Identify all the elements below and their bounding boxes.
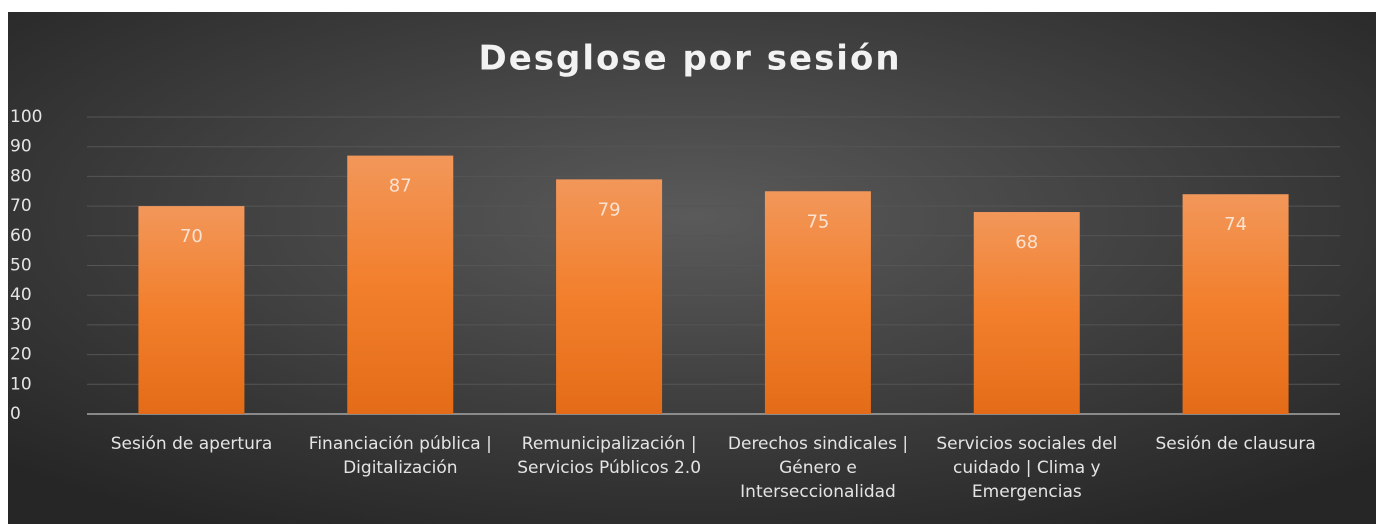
bar [347,155,454,415]
data-label: 70 [180,226,203,247]
bar [1182,194,1289,414]
data-label: 74 [1224,214,1247,235]
x-tick-label: Remunicipalización | Servicios Públicos … [517,434,702,478]
bar [764,191,871,414]
y-tick-label: 50 [10,256,32,276]
y-tick-label: 80 [10,166,32,186]
y-tick-label: 10 [10,374,32,394]
x-tick-label: Sesión de apertura [110,434,273,454]
x-tick-label: Derechos sindicales | Género e Intersecc… [727,434,909,502]
y-tick-label: 70 [10,196,32,216]
data-label: 87 [389,176,412,197]
bar [138,206,245,414]
y-tick-label: 60 [10,226,32,246]
data-label: 79 [598,199,621,220]
x-tick-label: Financiación pública | Digitalización [308,434,492,478]
y-tick-label: 30 [10,315,32,335]
chart-title: Desglose por sesión [478,39,901,79]
bar [556,179,663,414]
y-tick-label: 20 [10,345,32,365]
bar [973,212,1080,414]
x-tick-label: Servicios sociales del cuidado | Clima y… [936,434,1118,502]
x-tick-label: Sesión de clausura [1155,434,1316,454]
y-tick-label: 40 [10,285,32,305]
y-tick-label: 90 [10,137,32,157]
data-label: 75 [806,211,829,232]
y-tick-label: 100 [10,107,42,127]
y-tick-label: 0 [10,404,21,424]
data-label: 68 [1015,232,1038,253]
